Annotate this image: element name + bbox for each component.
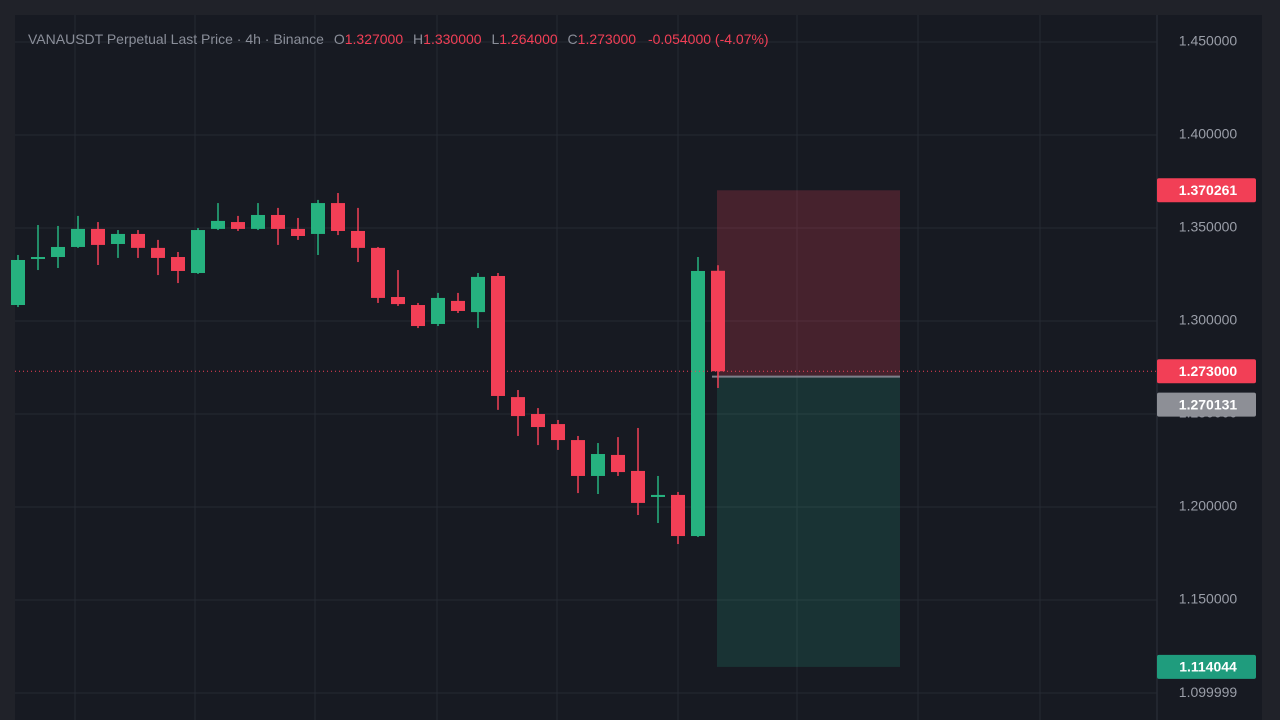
ohlc-label: O [334,31,345,47]
stop-price-label: 1.370261 [1179,182,1238,198]
candle-body [211,220,225,229]
candle-body [391,297,405,305]
candle-body [531,414,545,428]
ohlc-label: H [413,31,423,47]
y-tick-label: 1.200000 [1179,498,1238,514]
candle-body [251,214,265,229]
candle-body [151,247,165,258]
candle-body [331,203,345,231]
candle-body [91,228,105,245]
target-price-label: 1.114044 [1179,659,1237,675]
ohlc-value: 1.330000 [423,31,482,47]
candle-body [471,276,485,313]
y-tick-label: 1.150000 [1179,591,1238,607]
candle-body [291,228,305,236]
stop-zone [717,190,900,377]
candle-body [371,247,385,298]
candle-body [651,494,665,497]
last-price-label: 1.273000 [1179,363,1238,379]
y-tick-label: 1.350000 [1179,219,1238,235]
ohlc-label: L [491,31,499,47]
candle-body [71,228,85,247]
ohlc-label: C [568,31,578,47]
candle-body [451,300,465,311]
chart-panel [15,15,1262,720]
change: -0.054000 (-4.07%) [648,31,769,47]
candle-body [231,222,245,229]
candle-body [691,270,705,537]
y-tick-label: 1.400000 [1179,126,1238,142]
candle-body [111,233,125,244]
y-tick-label: 1.099999 [1179,684,1238,700]
candle-body [491,275,505,396]
candle-body [271,214,285,229]
candle-body [171,257,185,271]
last-price-box [1157,359,1256,384]
entry-price-box [1157,392,1256,417]
candle-body [411,305,425,327]
candle-body [671,494,685,537]
plot [11,190,1157,667]
y-tick-label: 1.300000 [1179,312,1238,328]
candle-body [131,233,145,248]
stop-price-box [1157,178,1256,203]
legend: VANAUSDT Perpetual Last Price · 4h · Bin… [28,31,769,47]
entry-price-label: 1.270131 [1179,396,1238,412]
candle-body [551,424,565,441]
candle-body [511,397,525,417]
ohlc-value: 1.264000 [499,31,558,47]
candle-body [571,440,585,476]
candle-body [351,230,365,248]
candle-body [11,259,25,306]
grid [15,15,1157,720]
symbol-title: VANAUSDT Perpetual Last Price · 4h · Bin… [28,31,324,47]
candle-body [191,230,205,274]
candle-body [631,470,645,503]
candle-body [591,454,605,476]
target-price-box [1157,654,1256,679]
target-zone [717,376,900,667]
candle-body [31,257,45,260]
candle-body [311,203,325,234]
ohlc-value: 1.327000 [345,31,404,47]
candle-body [611,454,625,473]
ohlc-value: 1.273000 [578,31,637,47]
candle-body [431,297,445,324]
candle-body [51,246,65,258]
price-axis: 1.4500001.4000001.3500001.3000001.250000… [1157,33,1256,700]
y-tick-label: 1.450000 [1179,33,1238,49]
candle-body [711,270,725,372]
